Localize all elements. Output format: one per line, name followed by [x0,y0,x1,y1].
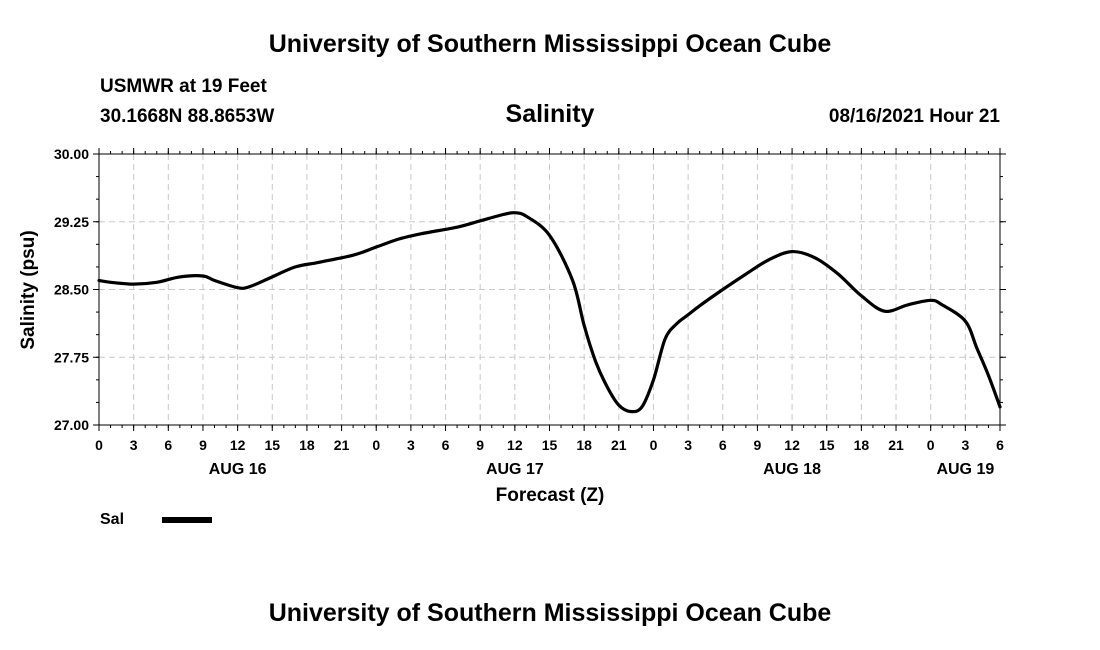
day-label: AUG 16 [209,461,267,478]
x-tick-label: 3 [130,437,138,453]
x-tick-label: 15 [542,437,558,453]
x-tick-label: 15 [264,437,280,453]
y-tick-label: 28.50 [54,282,89,298]
day-label: AUG 17 [486,461,544,478]
day-label: AUG 19 [936,461,994,478]
x-tick-label: 3 [961,437,969,453]
x-tick-label: 21 [888,437,904,453]
y-axis-label: Salinity (psu) [18,230,39,349]
x-tick-label: 6 [719,437,727,453]
x-tick-label: 12 [784,437,800,453]
footer-title: University of Southern Mississippi Ocean… [268,599,832,627]
series-line-sal [97,211,1002,414]
legend-label: Sal [100,511,124,528]
y-tick-labels: 27.00 27.75 28.50 29.25 30.00 [54,146,89,433]
x-tick-label: 9 [199,437,207,453]
x-tick-label: 3 [684,437,692,453]
x-tick-label: 12 [230,437,246,453]
x-tick-label: 18 [299,437,315,453]
forecast-datetime: 08/16/2021 Hour 21 [828,106,1000,127]
x-tick-label: 21 [611,437,627,453]
station-coordinates: 30.1668N 88.8653W [100,106,275,127]
y-tick-label: 27.75 [54,349,89,365]
x-tick-label: 0 [372,437,380,453]
x-tick-label: 3 [407,437,415,453]
x-tick-label: 18 [854,437,870,453]
page-title: University of Southern Mississippi Ocean… [268,30,832,58]
day-labels: AUG 16 AUG 17 AUG 18 AUG 19 [209,461,995,478]
y-tick-label: 30.00 [54,146,89,162]
x-tick-label: 0 [95,437,103,453]
x-axis-label: Forecast (Z) [496,485,605,506]
x-tick-label: 6 [442,437,450,453]
x-tick-label: 12 [507,437,523,453]
x-tick-label: 6 [164,437,172,453]
x-tick-label: 15 [819,437,835,453]
grid [99,154,1000,425]
y-tick-label: 27.00 [54,417,89,433]
chart-title: Salinity [505,100,595,128]
station-label: USMWR at 19 Feet [100,76,267,97]
y-tick-label: 29.25 [54,214,89,230]
plot-frame [98,153,1001,426]
x-tick-label: 9 [476,437,484,453]
series-layer [97,211,1002,414]
day-label: AUG 18 [763,461,821,478]
x-tick-labels: 0 3 6 9 12 15 18 21 0 3 6 9 12 15 18 21 0 3 6 9 12 15 18 21 0 3 6 [95,437,1004,453]
x-tick-label: 0 [650,437,658,453]
x-tick-label: 9 [754,437,762,453]
x-tick-label: 18 [576,437,592,453]
x-tick-label: 6 [996,437,1004,453]
x-tick-label: 21 [334,437,350,453]
x-tick-label: 0 [927,437,935,453]
